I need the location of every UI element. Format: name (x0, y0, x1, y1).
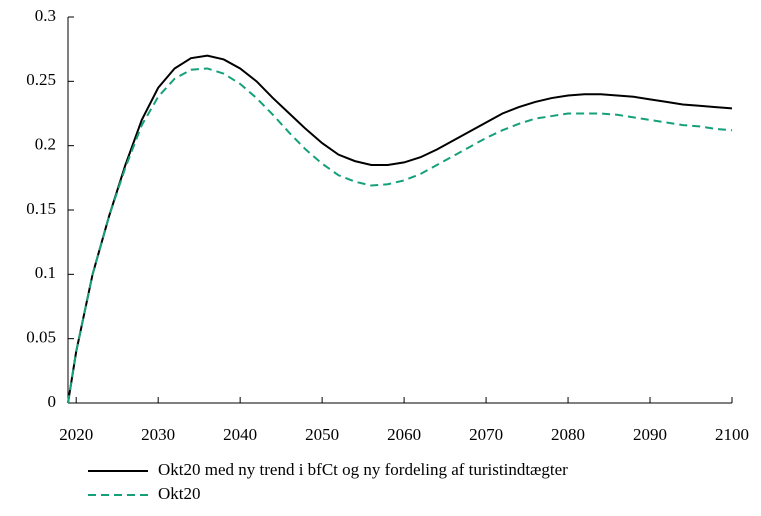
y-tick-label: 0.25 (26, 70, 56, 89)
x-tick-label: 2040 (223, 425, 257, 444)
y-tick-label: 0.1 (35, 263, 56, 282)
x-tick-label: 2050 (305, 425, 339, 444)
x-tick-label: 2080 (551, 425, 585, 444)
x-tick-label: 2020 (59, 425, 93, 444)
legend-label: Okt20 (158, 484, 201, 503)
series-line (67, 67, 733, 404)
y-tick-label: 0.05 (26, 328, 56, 347)
legend-label: Okt20 med ny trend i bfCt og ny fordelin… (158, 460, 568, 479)
x-tick-label: 2030 (141, 425, 175, 444)
x-tick-label: 2100 (715, 425, 749, 444)
y-tick-label: 0.15 (26, 199, 56, 218)
y-tick-label: 0.2 (35, 135, 56, 154)
x-tick-label: 2060 (387, 425, 421, 444)
y-tick-label: 0.3 (35, 6, 56, 25)
y-tick-label: 0 (48, 392, 57, 411)
x-tick-label: 2090 (633, 425, 667, 444)
series-line (67, 54, 733, 404)
x-tick-label: 2070 (469, 425, 503, 444)
